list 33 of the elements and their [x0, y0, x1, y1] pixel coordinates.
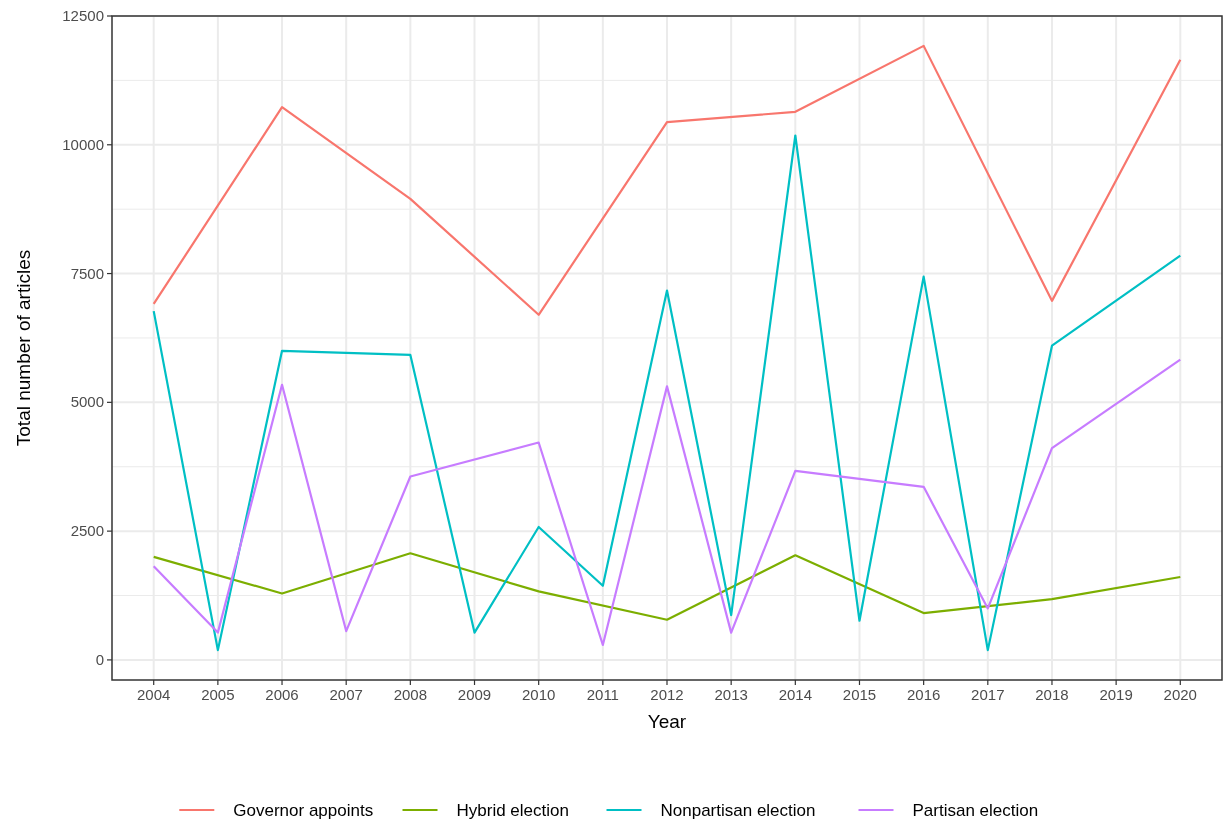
x-tick-label: 2018	[1035, 686, 1069, 703]
x-tick-label: 2006	[265, 686, 299, 703]
y-tick-label: 5000	[70, 393, 104, 411]
x-tick-label: 2016	[906, 686, 941, 703]
x-tick-label: 2009	[457, 686, 492, 703]
legend-label: Hybrid election	[456, 801, 569, 820]
x-tick-label: 2010	[521, 686, 556, 703]
legend-label: Partisan election	[912, 801, 1039, 820]
x-tick-label: 2020	[1163, 686, 1197, 703]
y-tick-label: 10000	[62, 135, 104, 153]
x-tick-label: 2012	[650, 686, 684, 703]
x-tick-label: 2013	[714, 686, 748, 703]
y-tick-label: 2500	[70, 522, 104, 540]
y-tick-label: 0	[95, 650, 104, 668]
x-tick-label: 2019	[1099, 686, 1133, 703]
x-tick-label: 2004	[137, 686, 171, 703]
y-tick-label: 12500	[62, 7, 104, 24]
x-axis-title: Year	[647, 711, 687, 732]
y-tick-label: 7500	[70, 264, 104, 282]
x-tick-label: 2017	[971, 686, 1005, 703]
legend-label: Nonpartisan election	[660, 801, 816, 820]
x-tick-label: 2007	[329, 686, 363, 703]
x-tick-label: 2011	[586, 686, 619, 703]
line-series	[152, 44, 1182, 316]
line-series	[152, 358, 1182, 647]
legend-label: Governor appoints	[233, 801, 374, 820]
x-tick-label: 2005	[201, 686, 235, 703]
x-tick-label: 2015	[842, 686, 877, 703]
y-axis-title: Total number of articles	[13, 249, 34, 447]
line-series	[152, 552, 1182, 621]
x-tick-label: 2008	[393, 686, 428, 703]
line-series	[152, 134, 1182, 652]
x-tick-label: 2014	[778, 686, 813, 703]
